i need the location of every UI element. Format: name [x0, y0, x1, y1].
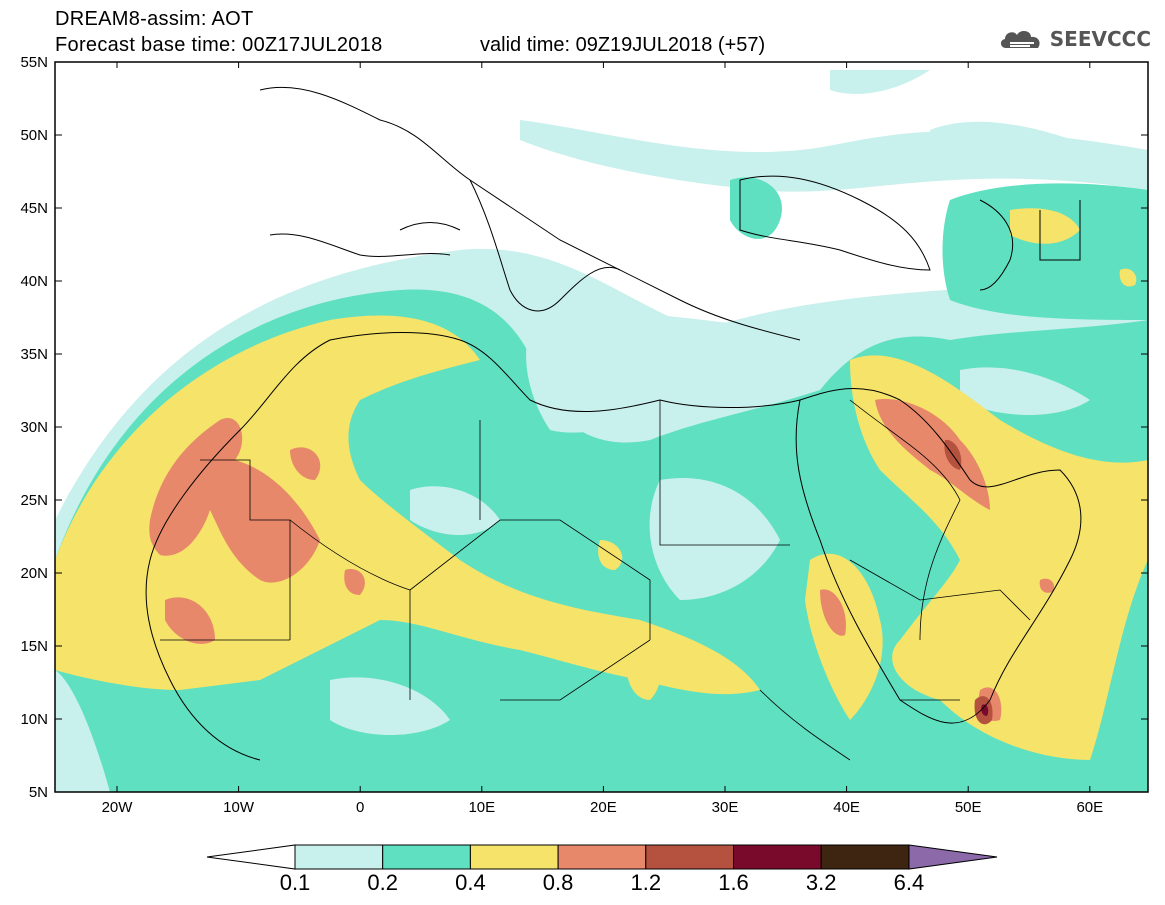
lon-label: 0: [356, 799, 364, 816]
lat-label: 50N: [20, 127, 48, 144]
lon-label: 10E: [468, 799, 495, 816]
valid-time: valid time: 09Z19JUL2018 (+57): [480, 34, 766, 56]
brand-logo: SEEVCCC: [998, 26, 1151, 52]
lat-label: 10N: [20, 711, 48, 728]
colorbar: [206, 844, 998, 870]
colorbar-high-arrow: [908, 844, 998, 870]
colorbar-label: 0.1: [279, 870, 311, 895]
lat-label: 30N: [20, 419, 48, 436]
colorbar-label: 6.4: [893, 870, 925, 895]
aot-band-0.8: [149, 399, 1055, 721]
aot-clear-region: [330, 314, 1090, 735]
forecast-base-time: Forecast base time: 00Z17JUL2018: [55, 34, 383, 56]
aot-band-1.6: [981, 704, 989, 716]
colorbar-swatch: [645, 844, 734, 870]
map-title: DREAM8-assim: AOT: [55, 8, 254, 30]
colorbar-swatch: [469, 844, 559, 870]
colorbar-label: 0.2: [367, 870, 398, 895]
colorbar-label: 1.2: [630, 870, 662, 895]
lon-label: 30E: [712, 799, 739, 816]
coastlines: [145, 86, 1082, 761]
lat-label: 5N: [29, 784, 48, 801]
colorbar-label: 1.6: [718, 870, 749, 895]
lon-label: 60E: [1076, 799, 1103, 816]
lat-label: 40N: [20, 273, 48, 290]
colorbar-swatch: [733, 844, 822, 870]
lon-label: 20E: [590, 799, 617, 816]
cloud-icon: [1000, 31, 1040, 48]
brand-name: SEEVCCC: [1049, 27, 1151, 51]
lat-label: 45N: [20, 200, 48, 217]
colorbar-label: 3.2: [805, 870, 837, 895]
latitude-axis: 55N 50N 45N 40N 35N 30N 25N 20N 15N 10N 5N: [20, 54, 1148, 801]
colorbar-swatch: [382, 844, 471, 870]
colorbar-label: 0.4: [455, 870, 486, 895]
colorbar-swatch: [557, 844, 647, 870]
colorbar-swatch: [820, 844, 910, 870]
lat-label: 55N: [20, 54, 48, 71]
lon-label: 50E: [955, 799, 982, 816]
lat-label: 35N: [20, 346, 48, 363]
lat-label: 25N: [20, 492, 48, 509]
aot-field: [55, 70, 1148, 792]
borders: [160, 399, 1031, 761]
colorbar-swatch: [294, 844, 384, 870]
lat-label: 20N: [20, 565, 48, 582]
lat-label: 15N: [20, 638, 48, 655]
lon-label: 40E: [833, 799, 860, 816]
lon-label: 10W: [223, 799, 255, 816]
lon-label: 20W: [102, 799, 134, 816]
longitude-axis: 20W 10W 0 10E 20E 30E 40E 50E 60E: [102, 62, 1103, 816]
colorbar-label: 0.8: [542, 870, 574, 895]
colorbar-low-arrow: [206, 844, 296, 870]
